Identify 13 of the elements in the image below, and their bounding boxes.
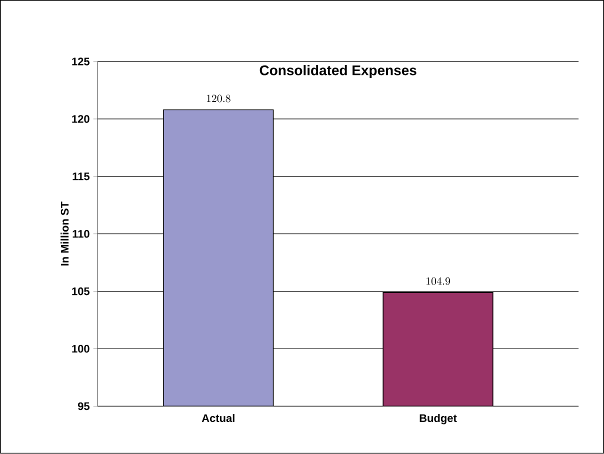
data-label: 104.9 [426, 277, 450, 286]
y-tick-label: 115 [72, 172, 90, 180]
y-tick-label: 125 [72, 58, 90, 66]
chart-title: Consolidated Expenses [260, 65, 416, 78]
y-tick-label: 105 [72, 288, 90, 296]
y-axis-title: In Million ST [60, 202, 69, 266]
data-label: 120.8 [206, 94, 230, 102]
y-tick-label: 110 [72, 230, 90, 238]
x-tick-label: Actual [202, 414, 234, 422]
y-tick-label: 95 [78, 402, 90, 410]
y-tick-label: 100 [72, 345, 90, 353]
x-tick-label: Budget [420, 414, 457, 424]
y-tick-label: 120 [72, 115, 90, 124]
